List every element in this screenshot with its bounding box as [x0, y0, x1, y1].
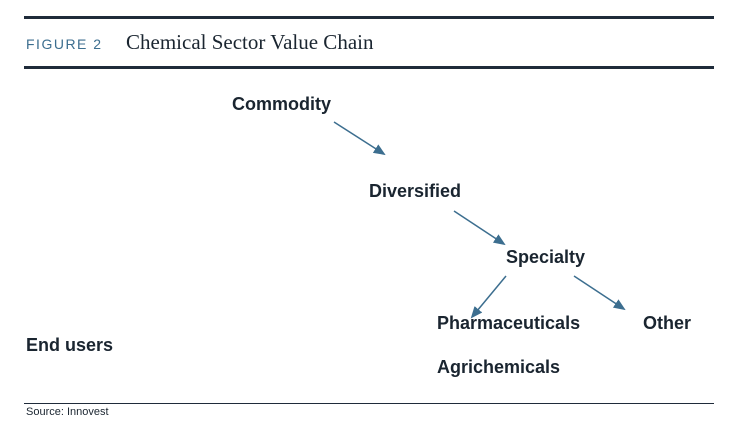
node-commodity: Commodity	[232, 94, 331, 114]
node-agrichemicals: Agrichemicals	[437, 357, 561, 377]
node-other: Other	[643, 313, 692, 333]
figure-title: Chemical Sector Value Chain	[126, 30, 374, 54]
node-end-users: End users	[26, 335, 114, 355]
top-rule	[24, 16, 714, 19]
node-diversified: Diversified	[369, 181, 462, 201]
arrow-commodity-to-diversified	[333, 121, 386, 156]
source-note: Source: Innovest	[26, 406, 109, 418]
arrow-diversified-to-specialty	[453, 210, 506, 246]
header-rule	[24, 66, 714, 69]
node-specialty: Specialty	[506, 247, 586, 267]
arrow-specialty-to-other	[573, 275, 626, 311]
arrow-specialty-to-pharmaceuticals	[470, 275, 507, 319]
figure-label: FIGURE 2	[26, 36, 103, 52]
footer-rule	[24, 403, 714, 404]
